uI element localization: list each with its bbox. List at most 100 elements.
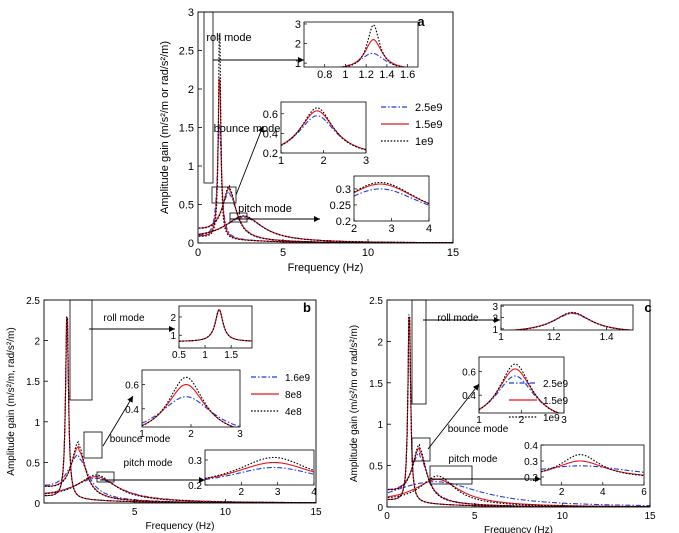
inset-series-line	[541, 465, 644, 473]
arrow-head	[494, 317, 500, 323]
zoom-box	[229, 212, 248, 223]
y-tick-label: 2.5	[179, 46, 194, 58]
inset-roll-mode: 0.8 1 1.2 1.4 1.6 1 2 3	[295, 19, 419, 81]
inset-y-tick-label: 1	[295, 58, 301, 70]
inset-y-tick-label: 0.6	[263, 109, 278, 121]
panel-letter: a	[417, 14, 425, 29]
inset-series-line	[205, 456, 314, 479]
mode-label: roll mode	[206, 32, 251, 44]
inset-y-tick-label: 3	[295, 19, 301, 31]
y-axis-label: Amplitude gain (m/s²/m or rad/s²/m)	[349, 325, 360, 482]
inset-background	[205, 450, 314, 485]
inset-x-tick-label: 3	[237, 429, 243, 440]
legend-label: 2.5e9	[415, 102, 443, 114]
inset-series-line	[142, 376, 235, 427]
inset-x-tick-label: 1.6	[400, 69, 415, 81]
inset-frame	[540, 444, 645, 486]
inset-pitch-mode: 2 4 6 0.2 0.3 0.4	[524, 441, 647, 498]
series-line-25e9-pitch	[387, 481, 650, 507]
inset-y-tick-label: 0.2	[524, 473, 538, 484]
inset-y-tick-label: 0.6	[125, 381, 139, 392]
zoom-arrow	[427, 383, 480, 450]
inset-y-tick-label: 0.2	[188, 481, 202, 492]
panel-letter: c	[644, 300, 651, 315]
inset-y-tick-label: 0.2	[263, 148, 278, 160]
inset-frame	[178, 305, 253, 349]
inset-curves	[205, 456, 314, 481]
inset-x-tick-label: 0.5	[172, 350, 186, 361]
y-tick-label: 0.5	[179, 200, 194, 212]
chart-panel-a: 0 5 10 15 0 0.5 1 1.5 2 2.5 3 Frequency (Hz) Amplitu…	[159, 7, 459, 274]
y-tick-label: 2	[188, 84, 194, 96]
mode-label: pitch mode	[124, 458, 173, 469]
inset-series-line	[354, 188, 429, 206]
legend-label: 1.5e9	[415, 119, 443, 131]
inset-background	[479, 357, 564, 413]
inset-roll-mode: 0.5 1 1.5 1 2	[170, 305, 253, 361]
y-tick-label: 1.5	[369, 379, 383, 390]
legend-label: 2.5e9	[543, 379, 568, 390]
y-tick-label: 1.5	[179, 123, 194, 135]
inset-background	[179, 306, 252, 348]
inset-series-line	[354, 181, 429, 204]
inset-x-tick-label: 1.4	[379, 69, 394, 81]
inset-curves	[505, 311, 633, 330]
x-tick-label: 0	[384, 511, 390, 522]
zoom-box	[96, 471, 115, 483]
zoom-box	[203, 11, 214, 184]
arrow-head	[314, 216, 320, 222]
inset-series-line	[205, 461, 314, 480]
y-tick-label: 2.5	[26, 296, 40, 307]
y-tick-label: 2.5	[369, 296, 383, 307]
chart-panel-c: 0 5 10 15 0 0.5 1 1.5 2 2.5 Frequency (Hz) Amplitud…	[349, 296, 656, 533]
y-tick-label: 0	[188, 238, 194, 250]
y-tick-label: 3	[188, 7, 194, 19]
series-line-1e9-pitch	[387, 475, 650, 507]
legend-label: 1e9	[415, 136, 433, 148]
inset-bounce-mode: 1 2 3 0.4 0.6	[462, 356, 567, 426]
y-tick-label: 2	[34, 337, 40, 348]
inset-x-tick-label: 6	[641, 487, 647, 498]
x-axis-label: Frequency (Hz)	[288, 262, 364, 274]
x-tick-label: 15	[310, 507, 322, 518]
inset-frame	[303, 21, 419, 68]
inset-series-line	[281, 115, 366, 151]
mode-label: bounce mode	[110, 434, 171, 445]
inset-series-line	[479, 363, 559, 413]
arrow-head	[258, 126, 264, 133]
inset-curves	[354, 181, 429, 206]
inset-bounce-mode: 1 2 3 0.4 0.6	[125, 369, 243, 440]
y-tick-label: 0.5	[369, 462, 383, 473]
legend-label: 1e9	[543, 413, 560, 424]
inset-y-tick-label: 0.4	[462, 391, 476, 402]
plot-frame	[386, 299, 651, 508]
inset-y-tick-label: 0.4	[125, 405, 139, 416]
plot-frame	[43, 299, 317, 504]
x-axis-label: Frequency (Hz)	[484, 525, 553, 533]
inset-x-tick-label: 4	[311, 487, 317, 498]
inset-background	[142, 370, 240, 427]
inset-y-tick-label: 2	[492, 314, 498, 325]
y-tick-label: 1	[188, 161, 194, 173]
inset-background	[304, 22, 418, 67]
inset-x-tick-label: 1	[278, 155, 284, 167]
inset-y-tick-label: 2	[170, 313, 176, 324]
mode-label: roll mode	[437, 313, 479, 324]
zoom-box	[411, 299, 427, 405]
x-tick-label: 15	[447, 247, 459, 259]
inset-x-tick-label: 1	[202, 350, 208, 361]
inset-background	[501, 305, 633, 330]
inset-y-tick-label: 0.2	[336, 216, 351, 228]
arrow-head	[535, 476, 541, 482]
mode-label: pitch mode	[238, 203, 292, 215]
inset-y-tick-label: 2	[295, 39, 301, 51]
inset-y-tick-label: 0.3	[524, 457, 538, 468]
x-tick-label: 10	[220, 507, 232, 518]
x-tick-label: 15	[644, 511, 656, 522]
y-tick-label: 0	[34, 499, 40, 510]
inset-y-tick-label: 1	[170, 331, 176, 342]
x-tick-label: 5	[472, 511, 478, 522]
arrow-head	[298, 57, 304, 63]
inset-x-tick-label: 1.4	[600, 332, 614, 343]
zoom-box	[429, 465, 473, 485]
